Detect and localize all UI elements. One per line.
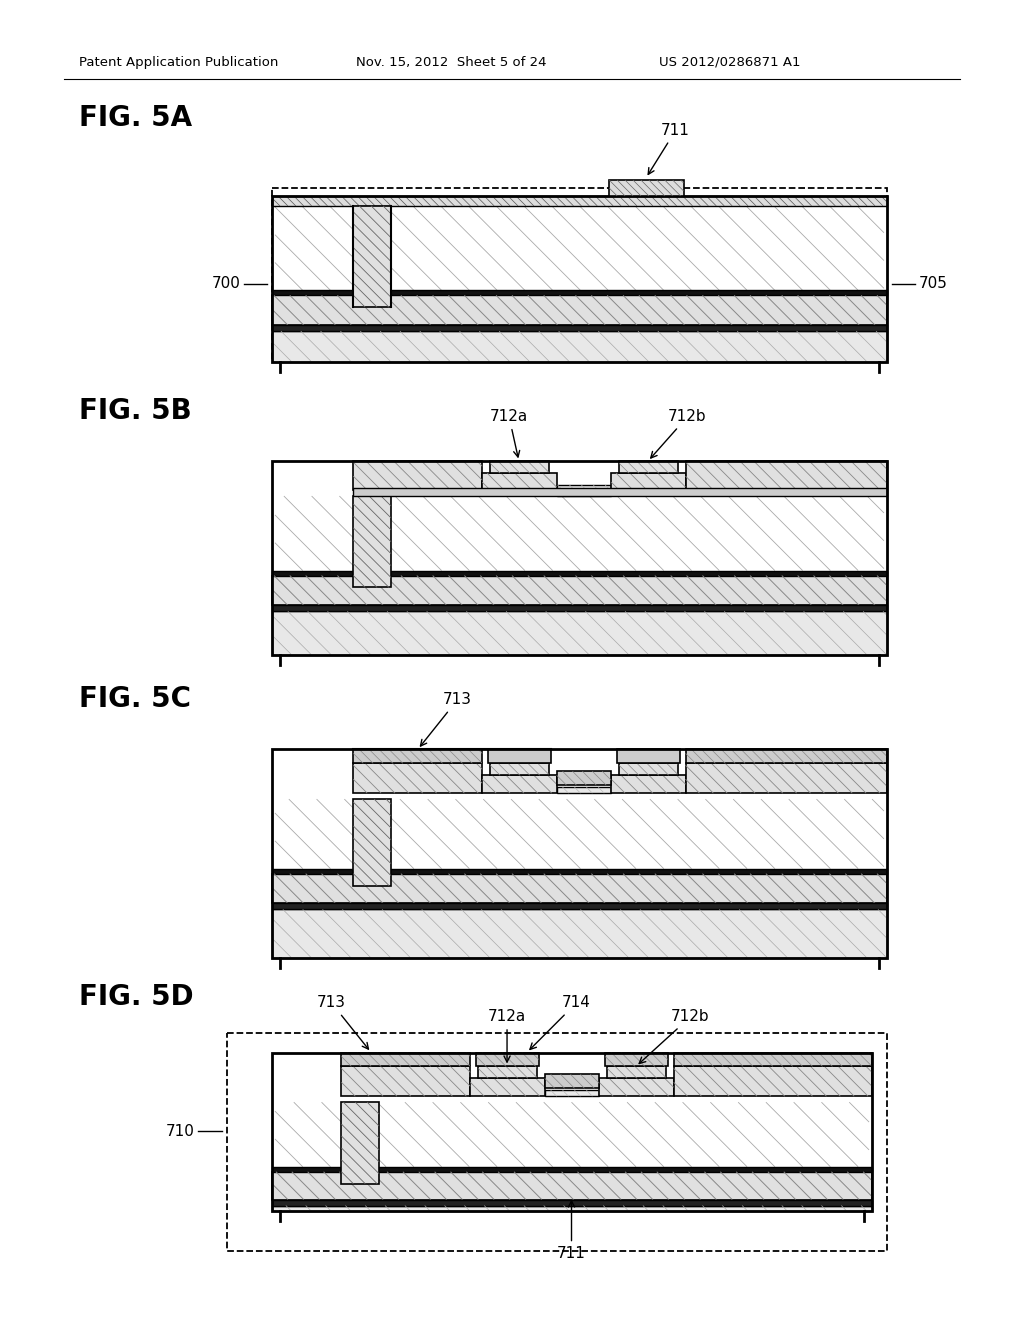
Bar [686, 461, 887, 490]
Bar [272, 195, 887, 362]
Bar [272, 1172, 872, 1200]
Bar [482, 473, 557, 496]
Text: FIG. 5B: FIG. 5B [79, 397, 191, 425]
Bar [272, 1205, 872, 1212]
Bar [557, 771, 611, 785]
Text: 705: 705 [919, 276, 947, 292]
Bar [609, 180, 684, 195]
Bar [341, 1052, 470, 1067]
Bar [353, 206, 391, 308]
Bar [488, 750, 551, 763]
Bar [620, 763, 678, 775]
Text: 710: 710 [166, 1123, 195, 1139]
Bar [341, 1102, 379, 1184]
Bar [490, 763, 549, 775]
Bar [272, 799, 887, 869]
Bar [272, 1167, 872, 1172]
Bar [272, 1102, 872, 1167]
Text: 712a: 712a [487, 1010, 526, 1063]
Bar [686, 763, 887, 793]
Bar [620, 461, 678, 473]
Text: 711: 711 [648, 123, 690, 174]
Bar [272, 1200, 872, 1205]
Bar [545, 1090, 599, 1096]
Bar [482, 775, 557, 793]
Bar [227, 1032, 887, 1251]
Bar [272, 296, 887, 325]
Bar [272, 750, 887, 958]
Bar [272, 576, 887, 606]
Bar [272, 325, 887, 331]
Text: 712a: 712a [489, 409, 528, 457]
Text: 713: 713 [421, 692, 472, 746]
Bar [353, 461, 482, 490]
Bar [353, 750, 482, 763]
Bar [272, 570, 887, 576]
Bar [557, 486, 611, 496]
Bar [272, 187, 887, 362]
Text: Patent Application Publication: Patent Application Publication [79, 55, 278, 69]
Bar [272, 869, 887, 874]
Bar [272, 1052, 872, 1212]
Bar [272, 331, 887, 362]
Bar [272, 611, 887, 655]
Bar [353, 799, 391, 886]
Bar [490, 461, 549, 473]
Bar [272, 909, 887, 958]
Text: 713: 713 [317, 995, 369, 1049]
Bar [617, 750, 680, 763]
Text: FIG. 5C: FIG. 5C [79, 685, 190, 713]
Text: FIG. 5A: FIG. 5A [79, 103, 191, 132]
Text: FIG. 5D: FIG. 5D [79, 983, 194, 1011]
Bar [599, 1078, 674, 1096]
Bar [341, 1067, 470, 1096]
Text: Nov. 15, 2012  Sheet 5 of 24: Nov. 15, 2012 Sheet 5 of 24 [356, 55, 547, 69]
Text: 714: 714 [530, 995, 591, 1049]
Bar [545, 1074, 599, 1088]
Bar [353, 763, 482, 793]
Bar [353, 496, 391, 587]
Bar [272, 874, 887, 903]
Bar [272, 496, 887, 570]
Bar [605, 1052, 668, 1067]
Bar [272, 903, 887, 909]
Bar [686, 750, 887, 763]
Text: 700: 700 [211, 276, 241, 292]
Bar [272, 290, 887, 296]
Bar [272, 195, 887, 206]
Bar [476, 1052, 539, 1067]
Bar [353, 488, 887, 496]
Bar [607, 1067, 666, 1078]
Text: 711: 711 [557, 1201, 586, 1262]
Text: 712b: 712b [651, 409, 707, 458]
Text: US 2012/0286871 A1: US 2012/0286871 A1 [658, 55, 801, 69]
Bar [611, 473, 686, 496]
Bar [272, 606, 887, 611]
Bar [272, 461, 887, 655]
Bar [470, 1078, 545, 1096]
Bar [272, 206, 887, 290]
Text: 712b: 712b [639, 1010, 710, 1064]
Bar [557, 787, 611, 793]
Bar [478, 1067, 537, 1078]
Bar [611, 775, 686, 793]
Bar [674, 1067, 872, 1096]
Bar [674, 1052, 872, 1067]
